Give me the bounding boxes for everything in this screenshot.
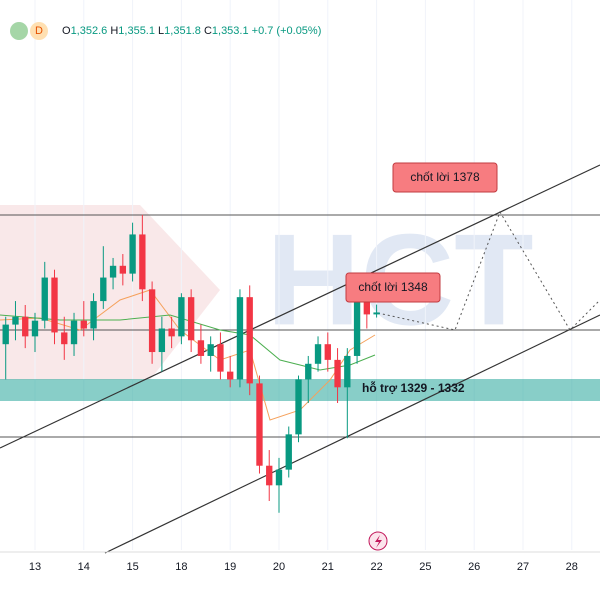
candle-body	[227, 371, 234, 380]
change: +0.7 (+0.05%)	[252, 25, 322, 37]
candle-body	[246, 297, 253, 384]
x-tick-label: 22	[370, 561, 382, 573]
candle-body	[236, 297, 244, 380]
candle-body	[256, 383, 263, 466]
candle-body	[139, 234, 146, 290]
x-tick-label: 14	[78, 561, 90, 573]
x-tick-label: 26	[468, 561, 480, 573]
candle-body	[61, 332, 68, 345]
x-axis-labels: 13 14 15 18 19 20 21 22 25 26 27 28	[29, 561, 578, 573]
x-tick-label: 19	[224, 561, 236, 573]
status-dot	[10, 22, 28, 40]
candle-body	[373, 312, 380, 315]
candle-body	[119, 265, 127, 274]
x-tick-label: 15	[126, 561, 138, 573]
candle-body	[363, 301, 371, 315]
candle-body	[334, 359, 341, 388]
candle-body	[305, 363, 312, 380]
annotation: hỗ trợ 1329 - 1332	[362, 380, 465, 395]
candle-body	[12, 316, 19, 325]
label: H	[110, 25, 118, 37]
x-tick-label: 27	[517, 561, 529, 573]
value: 1,353.1	[212, 25, 249, 37]
candle-body	[178, 297, 185, 337]
candle-body	[353, 301, 361, 356]
interval-badge[interactable]	[30, 22, 48, 40]
candle-body	[70, 320, 78, 345]
candle-body	[275, 469, 283, 486]
candle-body	[158, 328, 166, 353]
label: O	[62, 25, 71, 37]
annotation: chốt lời 1378	[410, 170, 480, 184]
candle-body	[129, 234, 136, 274]
x-tick-label: 28	[566, 561, 578, 573]
candle-body	[80, 320, 87, 329]
label: L	[158, 25, 164, 37]
event-icon-bolt	[375, 535, 382, 548]
annotation-box	[392, 162, 498, 193]
channel-lower	[104, 314, 600, 554]
ohlc-header: O1,352.6 H1,355.1 L1,351.8 C1,353.1 +0.7…	[62, 25, 321, 37]
candle-body	[344, 355, 351, 388]
x-tick-label: 18	[175, 561, 187, 573]
x-tick-label: 13	[29, 561, 41, 573]
value: 1,355.1	[118, 25, 155, 37]
candle-body	[90, 301, 97, 329]
candle-body	[168, 328, 175, 337]
candle-body	[187, 297, 195, 341]
candle-body	[2, 324, 9, 345]
value: 1,351.8	[164, 25, 201, 37]
candle-body	[207, 344, 214, 356]
candles	[2, 214, 380, 513]
x-tick-label: 21	[322, 561, 334, 573]
candle-body	[100, 277, 107, 302]
annotation: chốt lời 1348	[358, 280, 428, 294]
x-tick-label: 20	[273, 561, 285, 573]
candle-body	[314, 344, 322, 364]
candle-body	[266, 465, 273, 486]
candle-body	[148, 289, 156, 353]
candle-body	[324, 344, 331, 360]
candle-body	[41, 277, 48, 321]
x-tick-label: 25	[419, 561, 431, 573]
candle-body	[285, 434, 292, 470]
annotation-box	[345, 272, 441, 303]
candle-body	[295, 379, 302, 435]
candle-body	[197, 340, 205, 356]
candle-body	[109, 265, 117, 278]
candle-body	[51, 277, 58, 333]
interval: D	[35, 25, 43, 37]
candle-body	[31, 320, 39, 337]
projection-path	[377, 210, 600, 331]
label: C	[204, 25, 212, 37]
candle-body	[217, 344, 224, 372]
candle-body	[22, 316, 29, 337]
value: 1,352.6	[71, 25, 108, 37]
